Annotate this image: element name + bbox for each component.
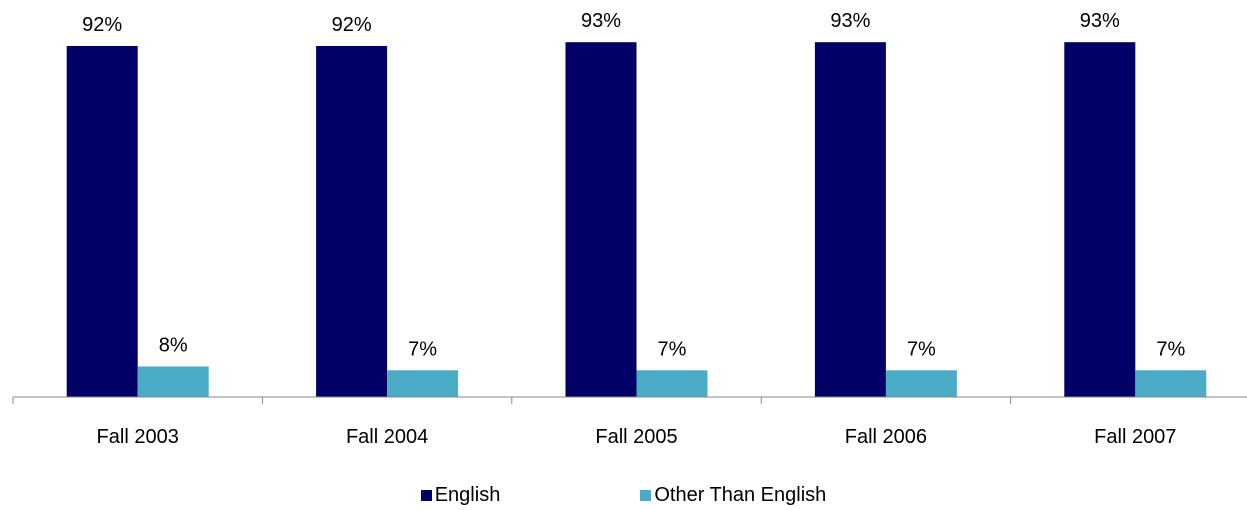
data-label: 7% [658,338,687,360]
data-label: 93% [1080,10,1120,32]
bar-english [814,42,886,397]
bar-other-than-english [137,366,209,397]
legend-item-english: English [420,483,501,507]
legend-label-other-than-english: Other Than English [654,483,827,506]
legend-swatch-english [420,489,432,501]
x-tick-label: Fall 2003 [97,426,179,448]
legend-item-other-than-english: Other Than English [640,484,826,507]
data-label: 92% [82,14,122,36]
legend: English Other Than English [0,480,1247,510]
bar-other-than-english [387,370,459,397]
bar-english [316,46,388,397]
bar-other-than-english [885,370,957,397]
x-ticks-layer [12,397,1012,404]
data-labels-layer: 92% 8% 92% 7% 93% 7% 93% 7% 93% 7% [82,10,1185,360]
data-label: 7% [907,338,936,360]
data-label: 7% [1156,338,1185,360]
bar-english [1064,42,1136,397]
x-tick-label: Fall 2005 [595,426,677,448]
bar-other-than-english [1135,370,1207,397]
bar-other-than-english [636,370,708,397]
data-label: 92% [332,14,372,36]
bars-layer [66,42,1207,397]
x-tick-label: Fall 2006 [845,426,927,448]
legend-swatch-other-than-english [640,489,652,501]
bar-english [565,42,637,397]
data-label: 7% [408,338,437,360]
legend-label-english: English [434,483,501,506]
x-tick-label: Fall 2007 [1094,426,1176,448]
x-tick-label: Fall 2004 [346,426,428,448]
data-label: 93% [581,10,621,32]
bar-english [66,46,138,397]
data-label: 93% [830,10,870,32]
x-tick-labels-layer: Fall 2003 Fall 2004 Fall 2005 Fall 2006 Fall… [97,426,1177,448]
data-label: 8% [159,334,188,356]
chart-plot: 92%8%92%7%93%7%93%7%93%7% Fall 2003 Fall … [12,10,1247,448]
